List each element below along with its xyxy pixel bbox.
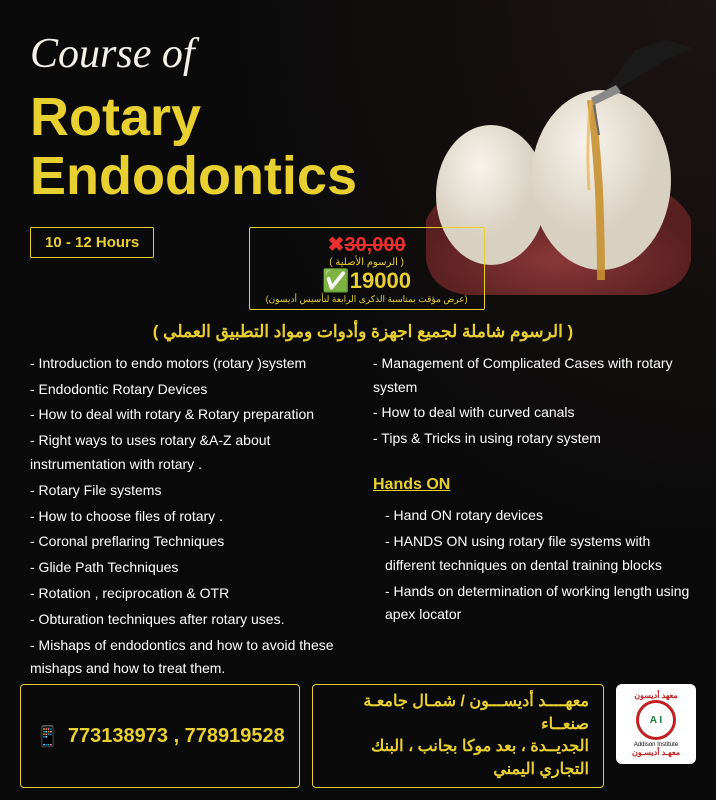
topics-left-column: - Introduction to endo motors (rotary )s…	[30, 352, 353, 683]
course-title: Rotary Endodontics	[30, 88, 696, 207]
title-line-1: Rotary	[30, 87, 201, 147]
topic-item: - How to deal with curved canals	[373, 401, 696, 425]
hands-on-item: - Hand ON rotary devices	[373, 504, 696, 528]
topic-item: - Management of Complicated Cases with r…	[373, 352, 696, 400]
hours-badge: 10 - 12 Hours	[30, 227, 154, 258]
phone-numbers: 773138973 , 778919528	[68, 725, 285, 748]
price-box: ✖30,000 ( الرسوم الأصلية ) ✅19000 (عرض م…	[249, 227, 485, 310]
hands-on-title: Hands ON	[373, 471, 696, 498]
topic-item: - Coronal preflaring Techniques	[30, 530, 353, 554]
topic-item: - Glide Path Techniques	[30, 556, 353, 580]
old-price-prefix: ✖	[328, 234, 345, 256]
new-price-prefix: ✅	[322, 268, 349, 293]
topic-item: - How to deal with rotary & Rotary prepa…	[30, 403, 353, 427]
institute-logo: معهد أديسون A I Addison Institute معهـد …	[616, 684, 696, 764]
phone-icon: 📱	[35, 724, 60, 749]
topic-item: - Obturation techniques after rotary use…	[30, 608, 353, 632]
hands-on-item: - HANDS ON using rotary file systems wit…	[373, 530, 696, 578]
address-line-2: الجديــدة ، بعد موكا بجانب ، البنك التجا…	[327, 736, 589, 781]
topic-item: - Tips & Tricks in using rotary system	[373, 427, 696, 451]
hands-on-item: - Hands on determination of working leng…	[373, 580, 696, 628]
new-price: ✅19000	[322, 268, 411, 293]
inclusive-note: ( الرسوم شاملة لجميع اجهزة وأدوات ومواد …	[30, 322, 696, 342]
topic-item: - Rotary File systems	[30, 479, 353, 503]
footer: 📱 773138973 , 778919528 معهــــد أديســـ…	[20, 684, 696, 788]
topic-item: - Rotation , reciprocation & OTR	[30, 582, 353, 606]
new-price-label: (عرض مؤقت بمناسبة الذكرى الرابعة لتأسيس …	[266, 294, 468, 305]
course-of-label: Course of	[30, 30, 696, 78]
address-line-1: معهــــد أديســـون / شمـال جامعـة صنعــا…	[327, 691, 589, 736]
old-price: ✖30,000	[328, 234, 406, 256]
new-price-value: 19000	[350, 268, 411, 293]
badges-row: 10 - 12 Hours ✖30,000 ( الرسوم الأصلية )…	[30, 227, 696, 310]
logo-circle: A I	[636, 700, 676, 740]
logo-text-bottom: معهـد أديسـون	[632, 748, 680, 757]
topic-item: - Right ways to uses rotary &A-Z about i…	[30, 429, 353, 477]
topic-item: - Endodontic Rotary Devices	[30, 378, 353, 402]
address-box: معهــــد أديســـون / شمـال جامعـة صنعــا…	[312, 684, 604, 788]
title-line-2: Endodontics	[30, 146, 357, 206]
old-price-label: ( الرسوم الأصلية )	[266, 257, 468, 268]
topics-columns: - Introduction to endo motors (rotary )s…	[30, 352, 696, 683]
topics-right-column: - Management of Complicated Cases with r…	[373, 352, 696, 683]
topic-item: - How to choose files of rotary .	[30, 505, 353, 529]
topic-item: - Mishaps of endodontics and how to avoi…	[30, 634, 353, 682]
logo-inner-text: A I	[650, 715, 662, 726]
logo-text-top: معهد أديسون	[634, 691, 677, 700]
topic-item: - Introduction to endo motors (rotary )s…	[30, 352, 353, 376]
old-price-value: 30,000	[344, 234, 405, 256]
phone-box: 📱 773138973 , 778919528	[20, 684, 300, 788]
